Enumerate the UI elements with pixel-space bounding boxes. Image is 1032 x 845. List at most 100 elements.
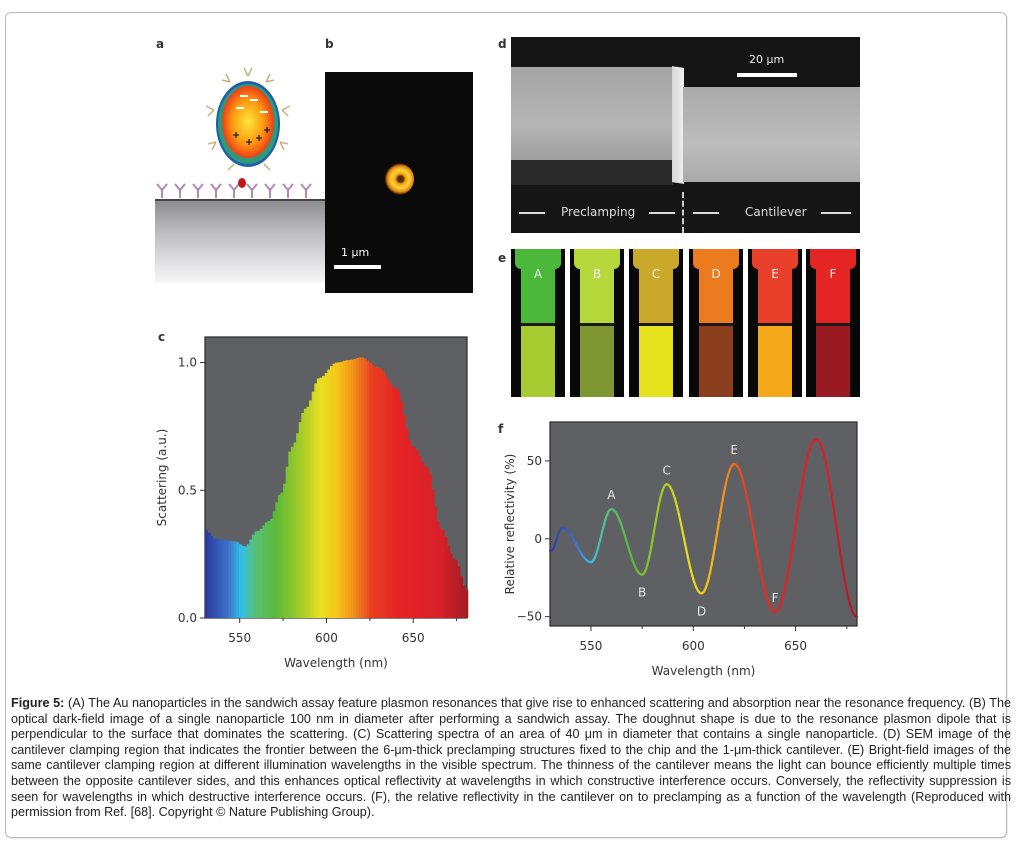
spectrum-bar (337, 362, 341, 618)
spectrum-bar (397, 392, 401, 618)
peak-annotation: C (662, 463, 670, 477)
spectrum-bar (454, 560, 458, 618)
spectrum-bar (368, 362, 372, 618)
spectrum-bar (439, 528, 443, 618)
plot-area (549, 421, 858, 627)
spectrum-bar (309, 400, 313, 618)
spectrum-bar (272, 511, 276, 618)
spectrum-bar (413, 447, 417, 618)
reflectivity-line-segment (839, 554, 843, 563)
reflectivity-line-segment (835, 526, 839, 536)
spectrum-bar (376, 367, 380, 618)
spectrum-bar (408, 439, 412, 618)
analyte (238, 178, 246, 188)
spectrum-bar (389, 384, 393, 618)
spectrum-bar (379, 368, 383, 618)
spectrum-bar (322, 376, 326, 618)
spectrum-bar (436, 521, 440, 618)
tile-lower (521, 326, 555, 397)
spectrum-bar (392, 387, 396, 618)
spectrum-bar (348, 359, 352, 618)
bright-field-tile: C (629, 249, 683, 397)
spectrum-bar (465, 589, 469, 618)
spectrum-bar (244, 546, 248, 618)
spectrum-bar (285, 466, 289, 618)
spectrum-bar (311, 391, 315, 618)
panel-f-letter: f (498, 422, 504, 436)
spectrum-bar (342, 360, 346, 618)
spectrum-bar (345, 360, 349, 618)
bright-field-tile: D (689, 249, 743, 397)
spectrum-bar (238, 544, 242, 618)
spectrum-bar (306, 406, 310, 618)
panel-d-letter: d (498, 37, 507, 51)
spectrum-bar (366, 360, 370, 618)
bright-field-tile: A (511, 249, 565, 397)
tile-upper (633, 249, 679, 323)
spectrum-bar (402, 415, 406, 618)
spectrum-bar (223, 539, 227, 618)
spectrum-bar (212, 538, 216, 618)
reflectivity-line-segment (831, 499, 835, 509)
spectrum-bar (394, 388, 398, 618)
spectrum-bar (257, 530, 261, 618)
x-tick-label: 600 (682, 639, 705, 653)
tile-upper (515, 249, 561, 323)
spectrum-bar (205, 530, 209, 618)
spectrum-bar (254, 531, 258, 618)
preclamping-label: Preclamping (561, 205, 636, 219)
spectrum-bar (418, 456, 422, 618)
spectrum-bar (283, 483, 287, 618)
spectrum-bar (288, 451, 292, 618)
cantilever-structure (683, 87, 860, 182)
antibody-row (156, 183, 312, 198)
y-tick-label: 50 (527, 454, 542, 468)
y-tick-label: 0 (534, 532, 542, 546)
reflectivity-line-segment (838, 547, 842, 557)
spectrum-bar (363, 358, 367, 618)
spectrum-bar (241, 545, 245, 618)
spectrum-bar (327, 369, 331, 618)
spectrum-bar (355, 358, 359, 618)
spectrum-bar (405, 428, 409, 618)
spectrum-bar (314, 383, 318, 618)
arrow-left-icon (693, 212, 719, 214)
bright-field-tile: F (806, 249, 860, 397)
spectrum-bar (444, 536, 448, 618)
spectrum-bar (449, 553, 453, 618)
spectrum-bar (410, 446, 414, 618)
spectrum-bar (316, 378, 320, 618)
spectrum-bar (233, 541, 237, 618)
tile-upper (693, 249, 739, 323)
spectrum-bar (218, 539, 222, 618)
y-axis-label: Relative reflectivity (%) (503, 454, 517, 595)
tile-label: D (711, 267, 721, 281)
tile-lower (639, 326, 673, 397)
figure-caption: Figure 5: (A) The Au nanoparticles in th… (11, 696, 1011, 821)
tile-label: A (533, 267, 543, 281)
tile-upper (574, 249, 620, 323)
spectrum-bar (236, 542, 240, 618)
spectrum-bar (319, 377, 323, 618)
reflectivity-line-segment (836, 533, 840, 543)
spectrum-bar (277, 494, 281, 618)
reflectivity-line-segment (796, 504, 800, 514)
scale-bar-b (334, 265, 381, 269)
peak-annotation: E (730, 443, 738, 457)
spectrum-bar (225, 540, 229, 618)
spectrum-bar (275, 502, 279, 618)
spectrum-bar (264, 522, 268, 618)
spectrum-bar (374, 366, 378, 618)
x-tick-label: 550 (579, 639, 602, 653)
spectrum-bar (280, 492, 284, 618)
tile-label: F (829, 267, 837, 281)
spectrum-bar (270, 518, 274, 618)
spectrum-bar (298, 422, 302, 618)
spectrum-bar (231, 541, 235, 618)
x-tick-label: 650 (784, 639, 807, 653)
reflectivity-line-segment (833, 512, 837, 523)
spectrum-bar (301, 412, 305, 618)
x-tick-label: 600 (315, 631, 338, 645)
reflectivity-line-segment (834, 519, 838, 529)
